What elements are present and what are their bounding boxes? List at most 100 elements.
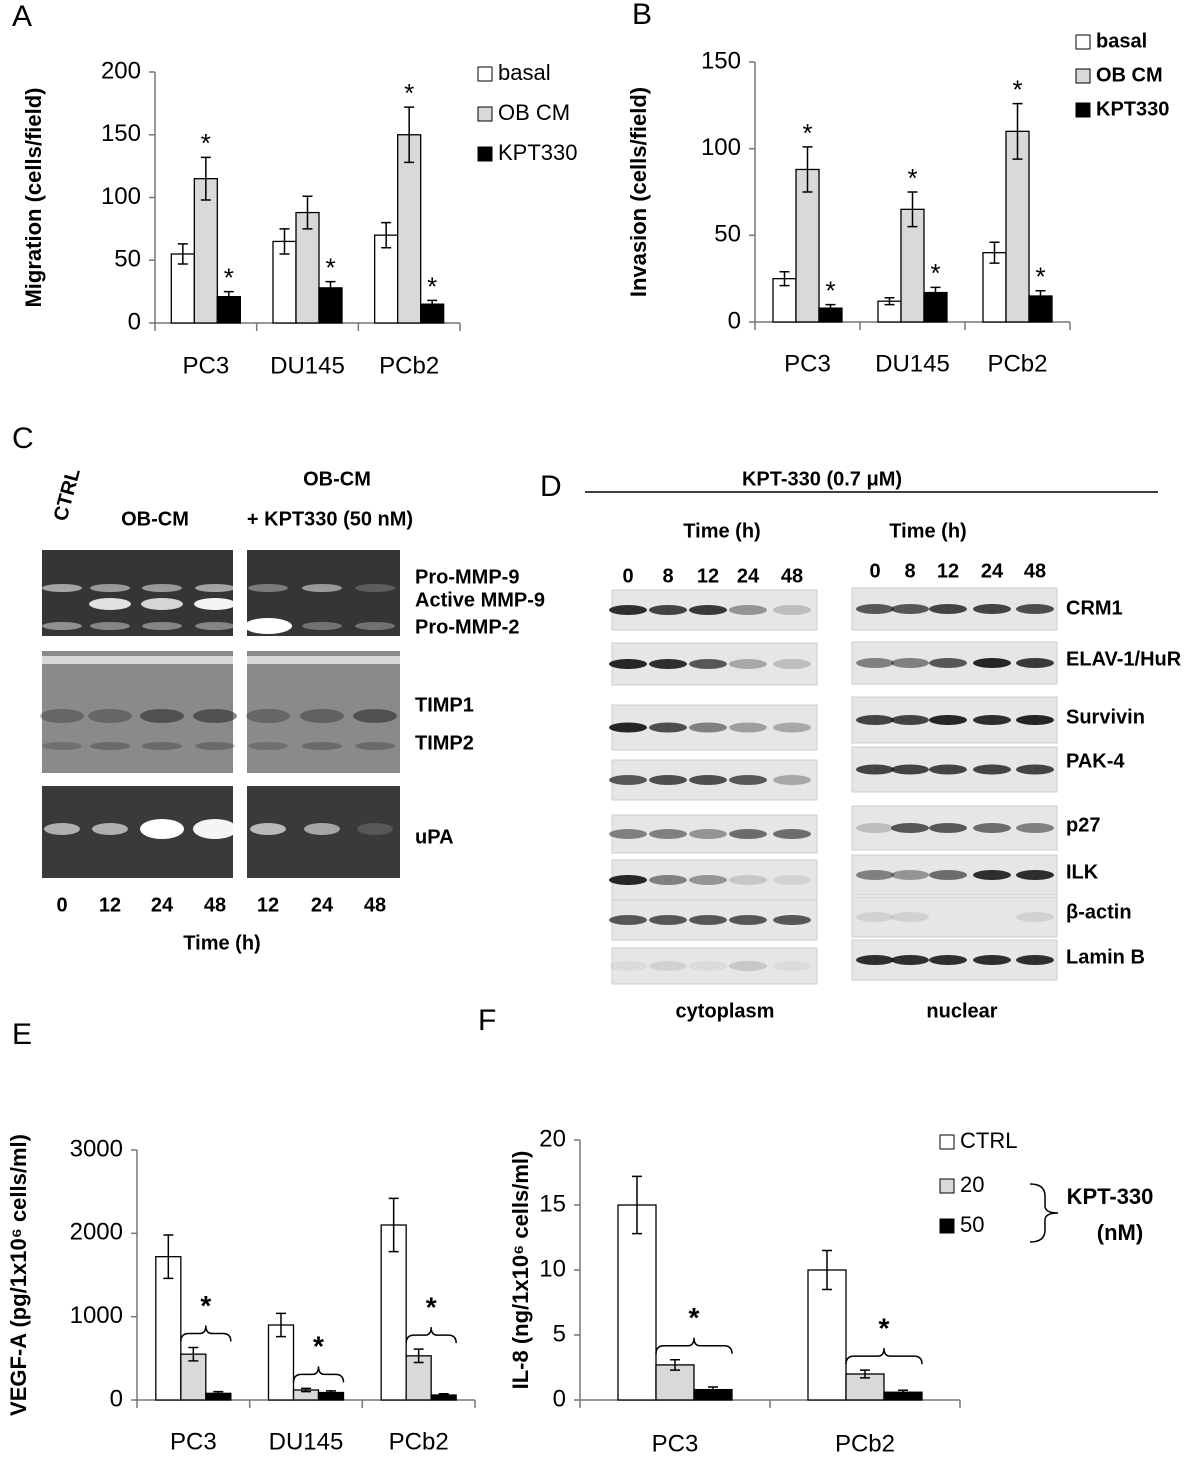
blot-band — [856, 658, 894, 668]
blot-band — [973, 870, 1011, 880]
lane-label: 8 — [904, 560, 915, 582]
error-bar — [326, 1390, 336, 1395]
gel-band — [140, 709, 184, 723]
lane-label: 24 — [311, 894, 334, 916]
blot-band — [773, 829, 811, 839]
y-tick-label: 0 — [110, 1385, 123, 1412]
blot-band — [609, 659, 647, 669]
significance-label: * — [1035, 262, 1045, 292]
blot-band — [1016, 764, 1054, 775]
legend-note: KPT-330 — [1067, 1184, 1154, 1209]
blot-band — [891, 912, 929, 922]
blot-band — [891, 870, 929, 880]
significance-label: * — [689, 1302, 700, 1333]
gel-band — [300, 709, 344, 723]
blot-band — [856, 604, 894, 614]
error-bar — [989, 241, 1000, 264]
legend-swatch — [1075, 34, 1091, 50]
lane-label: 48 — [1024, 560, 1046, 582]
y-tick-label: 100 — [701, 134, 741, 161]
blot-band — [689, 961, 727, 971]
gel-band — [248, 584, 288, 592]
x-tick-label: PC3 — [182, 352, 229, 379]
gel-band — [194, 598, 236, 610]
panel-label: F — [478, 1004, 496, 1037]
legend-label: basal — [1096, 30, 1147, 52]
lane-label: 0 — [56, 894, 67, 916]
protein-label: Lamin B — [1066, 946, 1145, 968]
legend-label: KPT330 — [498, 140, 578, 165]
blot-band — [973, 715, 1011, 725]
gel-band — [193, 819, 237, 839]
y-axis-title: VEGF-A (pg/1x10⁶ cells/ml) — [6, 1134, 31, 1416]
significance-label: * — [802, 118, 812, 148]
blot-band — [689, 875, 727, 885]
blot-band — [729, 659, 767, 669]
error-bar — [404, 106, 415, 164]
blot-band — [689, 605, 727, 615]
gel-band — [142, 622, 182, 630]
blot-band — [891, 715, 929, 725]
gel-band — [42, 742, 82, 750]
y-axis-title: Migration (cells/field) — [21, 87, 46, 307]
bar — [380, 1224, 407, 1401]
significance-label: * — [426, 1292, 437, 1323]
blot-band — [609, 722, 647, 733]
legend-label: basal — [498, 60, 551, 85]
y-tick-label: 5 — [553, 1320, 566, 1347]
fraction-label: cytoplasm — [676, 1000, 775, 1022]
error-bar — [302, 195, 313, 230]
x-tick-label: PC3 — [784, 350, 831, 377]
lane-header: OB-CM — [303, 468, 371, 490]
lane-label: 48 — [204, 894, 226, 916]
lane-label: 12 — [697, 565, 719, 587]
gel-band — [248, 742, 288, 750]
blot-band — [891, 604, 929, 614]
x-tick-label: PCb2 — [379, 352, 439, 379]
x-axis-title: Time (h) — [183, 932, 260, 954]
bracket — [405, 1327, 457, 1344]
gel-highlight — [247, 656, 400, 664]
error-bar — [860, 1369, 870, 1379]
blot-band — [856, 823, 894, 833]
protein-label: β-actin — [1066, 901, 1132, 923]
blot-band — [689, 829, 727, 839]
y-tick-label: 20 — [539, 1125, 566, 1152]
gel-band — [250, 823, 286, 835]
gel — [42, 550, 233, 636]
gel-band — [140, 819, 184, 839]
blot-band — [1016, 715, 1054, 725]
blot-band — [649, 961, 687, 971]
gel-band — [142, 584, 182, 592]
lane-label: 0 — [622, 565, 633, 587]
bar — [267, 1324, 295, 1401]
blot-band — [891, 658, 929, 668]
x-tick-label: DU145 — [269, 1428, 344, 1455]
legend-label: OB CM — [498, 100, 570, 125]
legend-swatch — [477, 66, 493, 82]
panel-label: D — [540, 470, 562, 503]
error-bar — [632, 1175, 642, 1235]
significance-label: * — [1012, 74, 1022, 104]
error-bar — [884, 296, 895, 306]
y-tick-label: 0 — [728, 307, 741, 334]
blot-band — [649, 605, 687, 615]
y-tick-label: 10 — [539, 1255, 566, 1282]
error-bar — [200, 156, 211, 201]
band-label: TIMP2 — [415, 732, 474, 754]
blot-band — [973, 823, 1011, 833]
gel-band — [142, 742, 182, 750]
gel-band — [304, 823, 340, 835]
legend-brace — [1029, 1183, 1059, 1243]
blot-band — [649, 829, 687, 839]
error-bar — [188, 1346, 199, 1362]
blot-band — [689, 775, 727, 785]
error-bar — [427, 299, 438, 309]
legend-swatch — [1075, 68, 1091, 84]
significance-label: * — [201, 128, 211, 158]
bar — [155, 1256, 182, 1401]
gel-band — [89, 598, 131, 610]
blot-band — [649, 775, 687, 785]
band-label: Active MMP-9 — [415, 589, 545, 611]
blot-band — [929, 955, 967, 965]
